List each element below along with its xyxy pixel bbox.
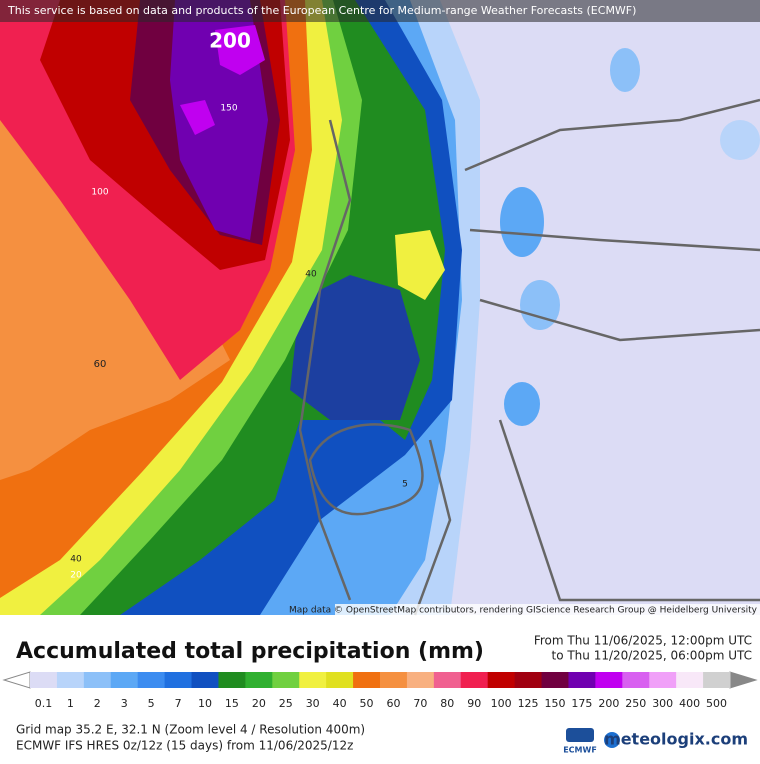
legend-label: 20 xyxy=(252,697,266,710)
legend-label: 60 xyxy=(386,697,400,710)
model-info: ECMWF IFS HRES 0z/12z (15 days) from 11/… xyxy=(16,739,353,753)
legend-swatch xyxy=(353,672,381,688)
legend-label: 70 xyxy=(413,697,427,710)
legend-swatch xyxy=(299,672,327,688)
legend-label: 10 xyxy=(198,697,212,710)
time-from: From Thu 11/06/2025, 12:00pm UTC xyxy=(534,634,752,648)
legend-swatch xyxy=(191,672,219,688)
map-attribution: Map data © OpenStreetMap contributors, r… xyxy=(289,606,758,616)
contour-label: 200 xyxy=(209,29,251,53)
legend-swatch xyxy=(649,672,677,688)
legend-swatch xyxy=(30,672,58,688)
legend-label: 400 xyxy=(679,697,700,710)
legend-swatch xyxy=(56,672,85,688)
time-to: to Thu 11/20/2025, 06:00pm UTC xyxy=(551,649,752,663)
banner-bar xyxy=(0,0,760,22)
legend-label: 200 xyxy=(598,697,619,710)
legend-label: 125 xyxy=(518,697,539,710)
legend-swatch xyxy=(487,672,516,688)
grid-info: Grid map 35.2 E, 32.1 N (Zoom level 4 / … xyxy=(16,723,365,737)
legend-label: 500 xyxy=(706,697,727,710)
legend-swatch xyxy=(595,672,623,688)
legend-swatch xyxy=(137,672,166,688)
legend-label: 300 xyxy=(652,697,673,710)
legend-label: 3 xyxy=(121,697,128,710)
legend-swatch xyxy=(164,672,193,688)
legend-label: 250 xyxy=(625,697,646,710)
contour-label: 150 xyxy=(220,104,237,114)
legend-label: 0.1 xyxy=(35,697,53,710)
contour-label: 40 xyxy=(70,555,82,565)
legend-swatch xyxy=(514,672,543,688)
legend-label: 90 xyxy=(467,697,481,710)
banner-text: This service is based on data and produc… xyxy=(7,4,636,17)
attribution-bar xyxy=(335,604,760,616)
legend-swatch xyxy=(272,672,300,688)
legend-swatch xyxy=(433,672,462,688)
legend-label: 50 xyxy=(360,697,374,710)
legend-label: 15 xyxy=(225,697,239,710)
legend-swatch xyxy=(245,672,273,688)
color-legend: 0.1 1 2 3 5 7 10 15 20 25 30 40 50 60 70 80 90 100 125 150 1… xyxy=(2,671,758,710)
contour-label: 40 xyxy=(305,270,317,280)
legend-swatch xyxy=(380,672,408,688)
ecmwf-logo[interactable]: ECMWF xyxy=(563,746,597,755)
ecmwf-icon xyxy=(566,728,594,742)
legend-label: 2 xyxy=(94,697,101,710)
legend-swatch xyxy=(703,672,731,688)
precipitation-map: 200 150 100 40 60 40 20 5 xyxy=(0,0,760,616)
legend-label: 40 xyxy=(333,697,347,710)
contour-label: 5 xyxy=(402,480,408,490)
legend-swatch xyxy=(326,672,354,688)
legend-label: 30 xyxy=(306,697,320,710)
legend-swatch xyxy=(218,672,246,688)
meteologix-logo[interactable]: meteologix.com xyxy=(604,730,748,749)
legend-swatch xyxy=(406,672,435,688)
legend-label: 5 xyxy=(148,697,155,710)
legend-swatch xyxy=(676,672,704,688)
legend-label: 175 xyxy=(571,697,592,710)
contour-label: 60 xyxy=(94,359,107,370)
contour-label: 20 xyxy=(70,571,82,581)
legend-swatch xyxy=(622,672,650,688)
map-title: Accumulated total precipitation (mm) xyxy=(16,639,484,664)
legend-label: 100 xyxy=(491,697,512,710)
legend-label: 80 xyxy=(440,697,454,710)
legend-label: 150 xyxy=(545,697,566,710)
legend-swatch xyxy=(83,672,112,688)
meteologix-icon xyxy=(604,732,620,748)
legend-label: 7 xyxy=(175,697,182,710)
contour-label: 100 xyxy=(91,188,108,198)
legend-swatch xyxy=(568,672,596,688)
legend-swatch xyxy=(110,672,139,688)
legend-swatch xyxy=(541,672,569,688)
legend-label: 1 xyxy=(67,697,74,710)
legend-swatch xyxy=(460,672,489,688)
borders xyxy=(298,98,760,616)
legend-label: 25 xyxy=(279,697,293,710)
